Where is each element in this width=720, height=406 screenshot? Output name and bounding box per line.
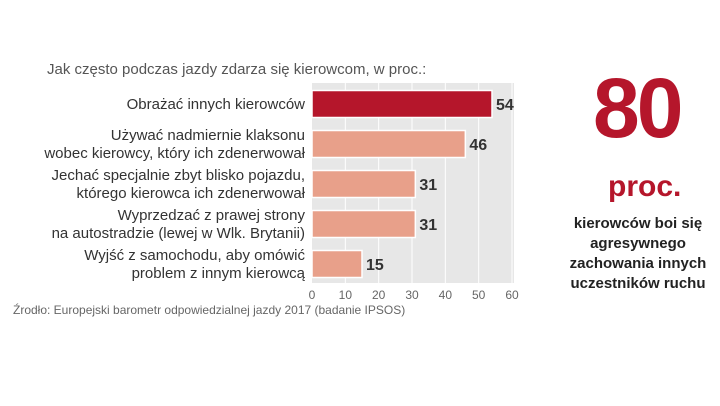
category-label: wobec kierowcy, który ich zdenerwował (43, 145, 305, 162)
category-label: Jechać specjalnie zbyt blisko pojazdu, (52, 167, 305, 184)
category-label: Używać nadmiernie klaksonu (111, 127, 305, 144)
bar (311, 89, 493, 119)
bar-value-label: 15 (366, 257, 384, 274)
highlight-description: kierowców boi się agresywnego zachowania… (569, 215, 707, 292)
bar (311, 169, 417, 199)
category-label: którego kierowca ich zdenerwował (77, 185, 306, 202)
chart-question: Jak często podczas jazdy zdarza się kier… (47, 61, 427, 78)
source-note: Źrodło: Europejski barometr odpowiedzial… (13, 303, 406, 317)
bar-value-label: 31 (419, 217, 437, 234)
x-tick-label: 50 (472, 288, 486, 302)
bar (311, 249, 363, 279)
bar (311, 129, 467, 159)
highlight-number: 80 (593, 61, 683, 155)
category-label: problem z innym kierowcą (132, 265, 306, 282)
x-tick-label: 40 (439, 288, 453, 302)
x-tick-label: 10 (339, 288, 353, 302)
category-label: Wyprzedzać z prawej strony (118, 207, 306, 224)
bar (311, 209, 417, 239)
category-label: Wyjść z samochodu, aby omówić (84, 247, 305, 264)
bar-value-label: 46 (469, 137, 487, 154)
category-label: na autostradzie (lewej w Wlk. Brytanii) (52, 225, 305, 242)
x-tick-label: 60 (505, 288, 519, 302)
category-label: Obrażać innych kierowców (127, 96, 306, 113)
bar-value-label: 54 (496, 97, 514, 114)
x-tick-label: 20 (372, 288, 386, 302)
highlight-unit: proc. (608, 170, 682, 203)
x-tick-label: 30 (405, 288, 419, 302)
x-tick-label: 0 (309, 288, 316, 302)
bar-value-label: 31 (419, 177, 437, 194)
